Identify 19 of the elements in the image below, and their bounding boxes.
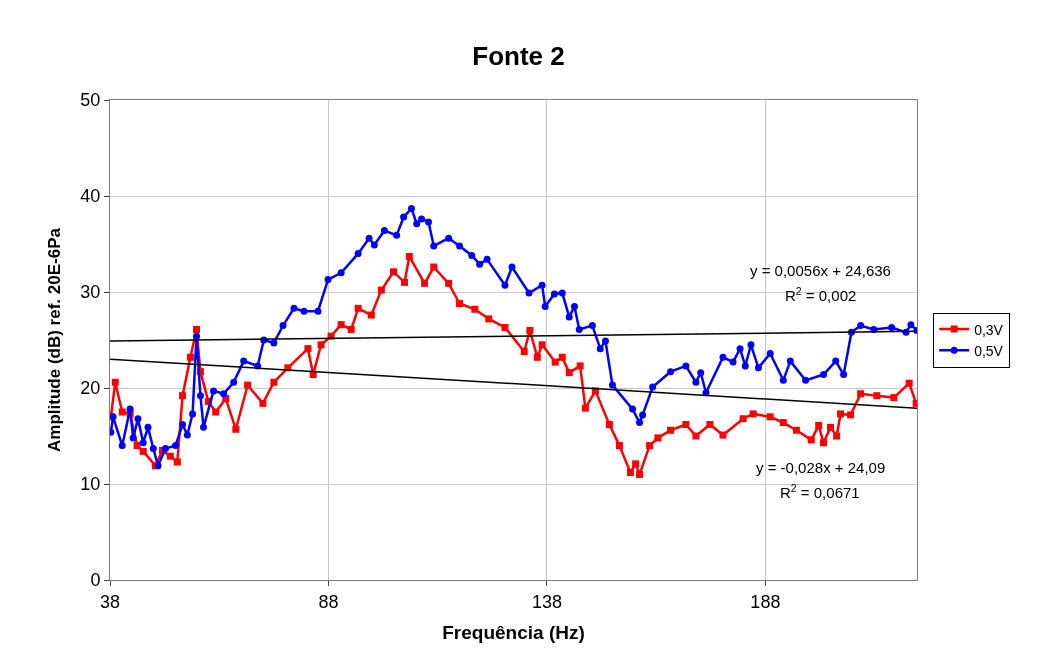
x-tick-label: 88 xyxy=(318,591,339,612)
y-tick-label: 30 xyxy=(80,282,101,303)
legend-label: 0,3V xyxy=(974,321,1004,338)
x-tick-label: 38 xyxy=(99,591,121,612)
x-tick-label: 188 xyxy=(750,591,781,612)
annotation: R$^{2}$ = 0,0671 xyxy=(780,482,860,502)
annotation: y = -0,028x + 24,09 xyxy=(756,459,886,476)
annotation: R$^{2}$ = 0,002 xyxy=(785,285,857,305)
legend-label: 0,5V xyxy=(974,342,1004,359)
y-tick-label: 10 xyxy=(80,474,101,495)
y-tick-label: 20 xyxy=(80,378,101,399)
x-tick-label: 138 xyxy=(531,591,562,612)
chart-title: Fonte 2 xyxy=(472,41,565,72)
annotation: y = 0,0056x + 24,636 xyxy=(750,262,891,279)
y-tick-label: 50 xyxy=(80,90,101,111)
y-axis-title: Amplitude (dB) ref. 20E-6Pa xyxy=(44,227,64,452)
x-axis-title: Frequência (Hz) xyxy=(442,622,585,644)
y-tick-label: 40 xyxy=(80,186,101,207)
y-tick-label: 0 xyxy=(90,570,101,591)
